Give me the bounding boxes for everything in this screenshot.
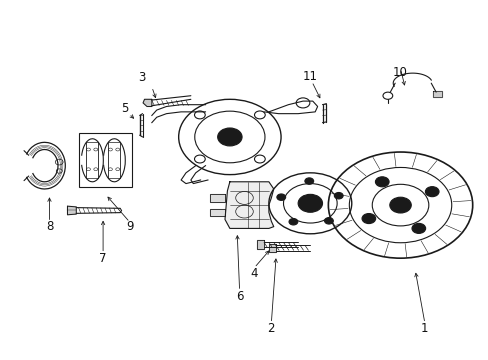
Text: 4: 4	[250, 267, 258, 280]
Circle shape	[276, 194, 285, 201]
Text: 6: 6	[235, 290, 243, 303]
Circle shape	[288, 219, 297, 225]
Text: 1: 1	[420, 322, 428, 335]
Circle shape	[324, 217, 333, 224]
Polygon shape	[210, 194, 224, 202]
Circle shape	[425, 186, 438, 197]
Polygon shape	[67, 206, 76, 215]
Polygon shape	[224, 182, 273, 228]
Circle shape	[298, 194, 322, 212]
Circle shape	[304, 178, 313, 184]
Text: 8: 8	[46, 220, 53, 233]
Polygon shape	[256, 240, 264, 249]
Text: 2: 2	[267, 322, 275, 335]
Polygon shape	[143, 99, 152, 107]
Circle shape	[389, 197, 410, 213]
Text: 5: 5	[121, 102, 128, 115]
Polygon shape	[268, 244, 276, 252]
Text: 3: 3	[138, 71, 145, 84]
Bar	[79, 134, 132, 187]
Polygon shape	[210, 209, 224, 216]
Text: 7: 7	[99, 252, 106, 265]
Circle shape	[361, 213, 375, 224]
Text: 9: 9	[126, 220, 133, 233]
Text: 10: 10	[392, 66, 407, 79]
Circle shape	[411, 223, 425, 233]
Text: 11: 11	[302, 69, 317, 82]
Polygon shape	[432, 91, 441, 97]
Circle shape	[375, 177, 388, 187]
Circle shape	[217, 128, 242, 146]
Circle shape	[334, 193, 343, 199]
